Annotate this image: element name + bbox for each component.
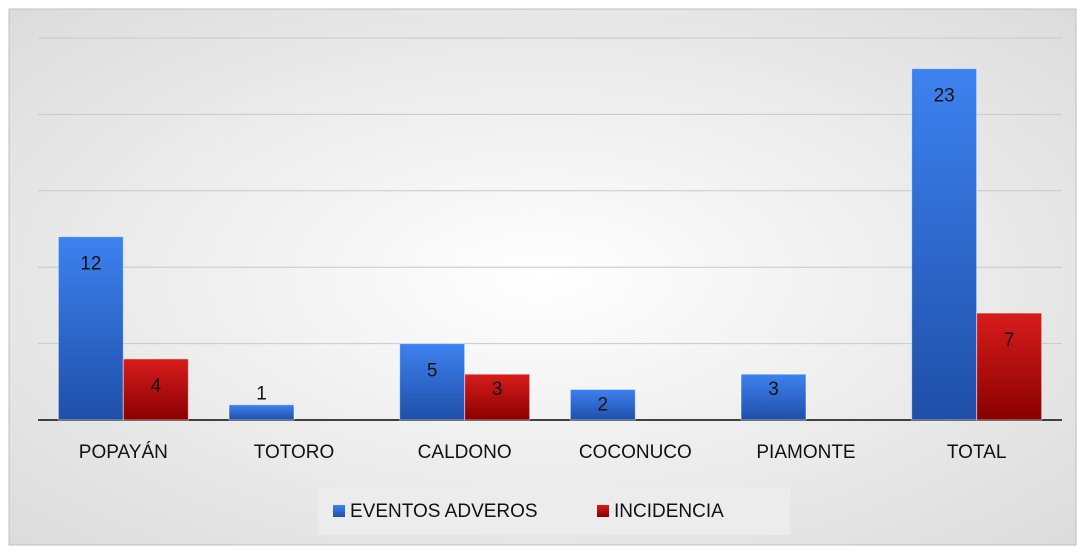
bar: [569, 388, 636, 421]
data-label: 4: [151, 376, 162, 397]
bar: [976, 312, 1043, 421]
data-label: 7: [1004, 330, 1015, 351]
chart-background: [8, 8, 1077, 546]
bar: [57, 236, 124, 421]
data-label: 3: [492, 379, 503, 400]
data-label: 1: [256, 384, 267, 405]
bar: [464, 373, 531, 421]
legend-label: EVENTOS ADVEROS: [350, 501, 538, 522]
x-tick-label: TOTAL: [947, 442, 1006, 463]
data-label: 12: [80, 254, 101, 275]
data-label: 3: [768, 379, 779, 400]
bar: [228, 404, 295, 421]
bar: [911, 68, 978, 421]
x-tick-label: TOTORO: [254, 442, 335, 463]
x-tick-label: COCONUCO: [579, 442, 692, 463]
bar: [399, 343, 466, 421]
legend-swatch: [333, 505, 345, 517]
x-tick-label: CALDONO: [418, 442, 512, 463]
data-label: 2: [598, 394, 609, 415]
data-label: 23: [934, 86, 955, 107]
legend-label: INCIDENCIA: [614, 501, 724, 522]
x-tick-label: POPAYÁN: [79, 442, 168, 463]
bar: [122, 358, 189, 421]
data-label: 5: [427, 361, 438, 382]
x-tick-label: PIAMONTE: [756, 442, 855, 463]
legend-box: [318, 487, 790, 535]
legend-swatch: [597, 505, 609, 517]
bar: [740, 373, 807, 421]
